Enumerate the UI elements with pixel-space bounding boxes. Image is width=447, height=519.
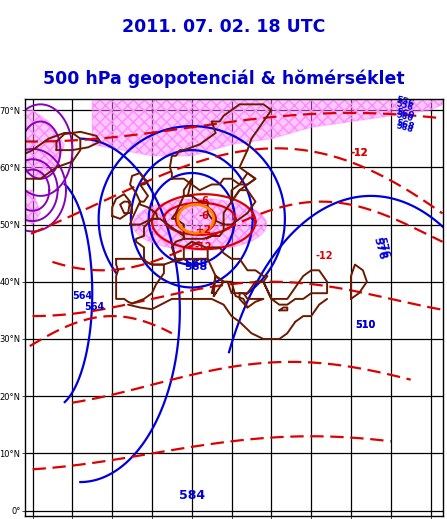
Text: +2: +2	[196, 225, 211, 235]
Text: 510: 510	[355, 320, 375, 330]
Text: 576: 576	[375, 236, 390, 260]
Text: 564: 564	[72, 291, 93, 301]
Text: 564: 564	[84, 303, 105, 312]
Polygon shape	[13, 110, 64, 179]
Text: 500 hPa geopotenciál & hŏmérséklet: 500 hPa geopotenciál & hŏmérséklet	[42, 70, 405, 88]
Text: -12: -12	[351, 148, 368, 158]
Polygon shape	[92, 99, 443, 156]
Text: 584: 584	[179, 489, 205, 502]
Text: -6: -6	[198, 197, 209, 207]
Text: 2011. 07. 02. 18 UTC: 2011. 07. 02. 18 UTC	[122, 18, 325, 36]
Text: 568: 568	[184, 262, 207, 272]
Polygon shape	[13, 190, 41, 225]
Text: 576: 576	[371, 236, 387, 261]
Text: 568: 568	[184, 260, 207, 269]
Text: -12: -12	[315, 251, 333, 261]
Text: 568: 568	[395, 122, 414, 135]
Text: 556: 556	[395, 95, 415, 109]
Text: 556: 556	[395, 99, 414, 112]
Text: 510: 510	[355, 320, 375, 330]
Text: 560: 560	[395, 110, 414, 124]
Text: 560: 560	[395, 107, 415, 120]
Polygon shape	[133, 199, 266, 250]
Text: -6: -6	[198, 211, 209, 221]
Text: 568: 568	[395, 118, 415, 132]
Text: -12: -12	[351, 148, 368, 158]
Text: -12: -12	[195, 242, 212, 252]
